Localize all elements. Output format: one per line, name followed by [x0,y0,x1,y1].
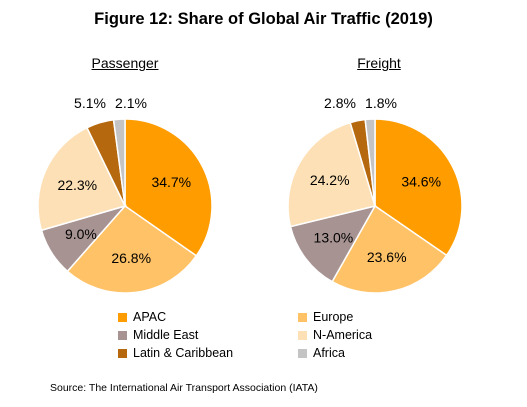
passenger-pie-chart: 34.7% 26.8% 9.0% 22.3% 5.1% 2.1% [37,95,213,294]
pie-value-label: 23.6% [367,249,407,265]
legend-swatch [118,348,127,358]
pie-slice-middle-east [289,204,377,283]
pie-value-label: 24.2% [310,172,350,188]
pie-value-label: 13.0% [314,230,354,246]
pie-value-label: 2.8% [324,95,356,111]
pie-value-label: 26.8% [111,250,151,266]
legend-swatch [298,348,307,358]
legend-swatch [118,330,127,340]
legend-label: APAC [133,310,167,324]
legend-swatch [298,312,307,322]
legend-item-latin-caribbean: Latin & Caribbean [118,344,233,362]
passenger-chart-title: Passenger [91,55,159,71]
pie-slice-n-america [287,121,376,228]
source-note: Source: The International Air Transport … [50,382,318,394]
legend-item-apac: APAC [118,308,166,326]
pie-slice-africa [112,118,126,207]
legend-label: Middle East [133,328,199,342]
legend-item-middle-east: Middle East [118,326,198,344]
pie-slice-africa [364,118,376,207]
freight-chart-title: Freight [357,55,401,71]
freight-pie-chart: 34.6% 23.6% 13.0% 24.2% 2.8% 1.8% [287,95,463,294]
figure-title: Figure 12: Share of Global Air Traffic (… [94,10,433,28]
pie-slice-europe [66,205,198,294]
pie-slice-n-america [37,126,127,232]
pie-slice-europe [331,204,448,294]
legend-label: Latin & Caribbean [133,346,234,360]
pie-value-label: 1.8% [365,95,397,111]
legend-swatch [298,330,307,340]
pie-slice-apac [124,118,213,257]
pie-value-label: 5.1% [74,95,106,111]
pie-value-label: 34.6% [401,174,441,190]
pie-value-label: 9.0% [65,226,97,242]
legend-label: Europe [313,310,354,324]
legend-item-europe: Europe [298,308,353,326]
pie-value-label: 34.7% [151,174,191,190]
pie-value-label: 2.1% [115,95,147,111]
legend-label: N-America [313,328,373,342]
pie-value-label: 22.3% [57,177,97,193]
legend-item-africa: Africa [298,344,345,362]
legend-item-n-america: N-America [298,326,372,344]
legend-swatch [118,312,127,322]
legend-label: Africa [313,346,345,360]
pie-slice-apac [374,118,463,257]
